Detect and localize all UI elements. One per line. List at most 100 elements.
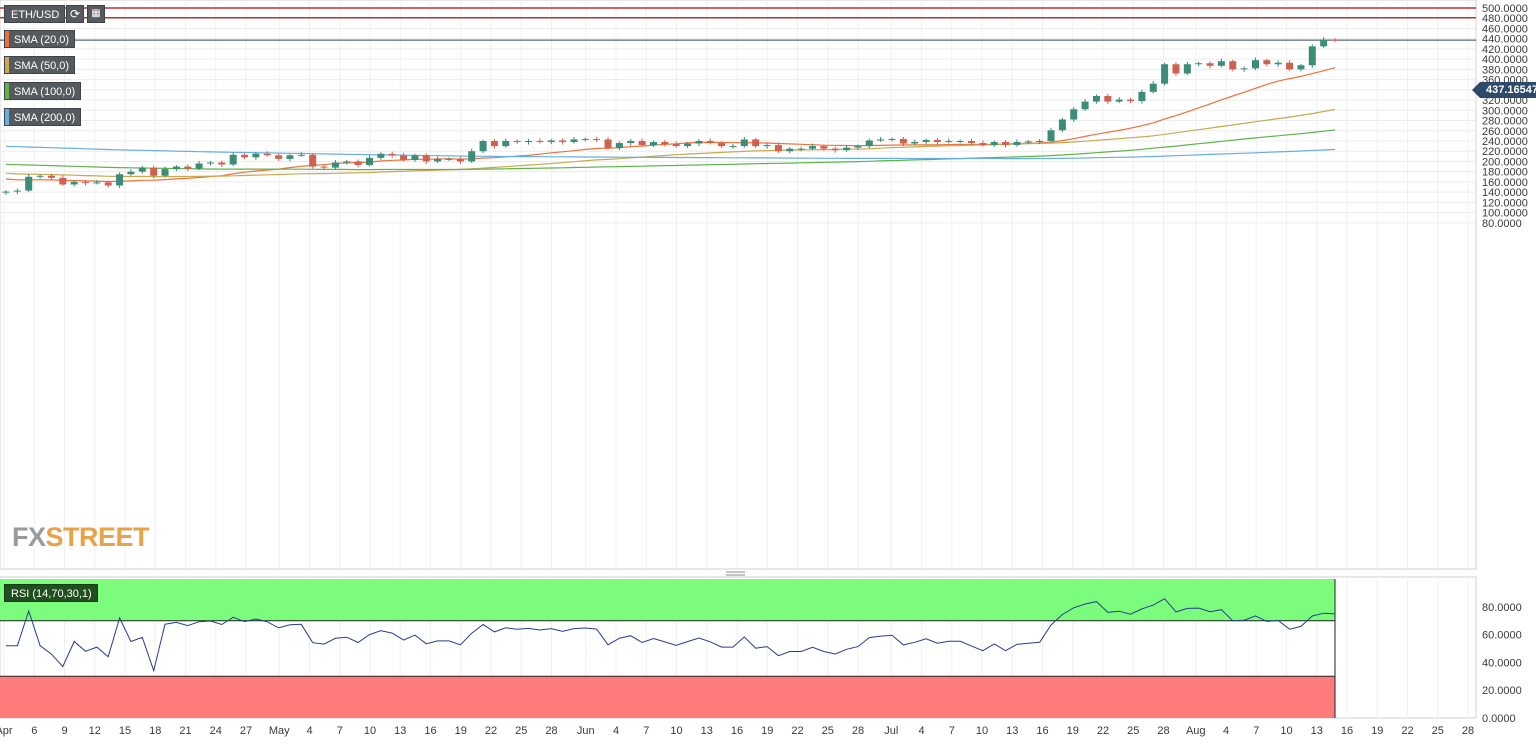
- candle: [513, 139, 521, 145]
- candle: [899, 136, 907, 147]
- candle-body: [206, 162, 214, 164]
- candle-body: [1172, 64, 1180, 74]
- candle-body: [1115, 99, 1123, 102]
- indicator-sma-200[interactable]: SMA (200,0): [4, 108, 82, 126]
- candle-body: [1195, 63, 1203, 65]
- candle-body: [47, 175, 55, 178]
- candle-body: [150, 167, 158, 176]
- candle: [968, 138, 976, 146]
- candle-body: [559, 140, 567, 143]
- candle: [1161, 62, 1169, 86]
- rsi-y-tick-label: 20.0000: [1482, 685, 1522, 697]
- candle-body: [615, 143, 623, 149]
- candle: [1206, 61, 1214, 69]
- candle: [229, 152, 237, 167]
- candle-body: [831, 148, 839, 151]
- candle-body: [1081, 101, 1089, 110]
- x-tick-label: May: [269, 725, 290, 737]
- candle: [1047, 127, 1055, 143]
- candle: [831, 146, 839, 153]
- candle-body: [1024, 141, 1032, 143]
- symbol-badge[interactable]: ETH/USD: [4, 5, 66, 23]
- candle-body: [1070, 109, 1078, 120]
- candle: [808, 143, 816, 151]
- rsi-y-tick-label: 60.0000: [1482, 630, 1522, 642]
- indicator-rsi[interactable]: RSI (14,70,30,1): [4, 584, 98, 602]
- indicator-sma-50[interactable]: SMA (50,0): [4, 56, 76, 74]
- indicator-sma-100[interactable]: SMA (100,0): [4, 82, 82, 100]
- candle: [763, 143, 771, 149]
- candle: [593, 136, 601, 143]
- candle-body: [218, 162, 226, 165]
- candle: [1308, 44, 1316, 68]
- candle-body: [286, 155, 294, 159]
- candle: [286, 153, 294, 162]
- candle: [729, 144, 737, 149]
- candle-body: [263, 153, 271, 156]
- candle-body: [808, 146, 816, 149]
- candle-body: [536, 140, 544, 143]
- candle-body: [1206, 63, 1214, 66]
- candle-body: [93, 182, 101, 184]
- candle: [1263, 58, 1271, 67]
- candle-body: [706, 140, 714, 144]
- candle-body: [411, 155, 419, 160]
- candle-body: [275, 155, 283, 159]
- candle: [525, 138, 533, 145]
- x-tick-label: 22: [485, 725, 497, 737]
- candle-body: [763, 145, 771, 147]
- candle: [820, 144, 828, 151]
- candle-body: [933, 139, 941, 143]
- candle-body: [59, 177, 67, 185]
- candle: [1149, 81, 1157, 94]
- x-tick-label: 9: [61, 725, 67, 737]
- candle-body: [797, 148, 805, 150]
- x-tick-label: 25: [1432, 725, 1444, 737]
- candle: [536, 138, 544, 144]
- y-tick-label: 240.0000: [1482, 136, 1528, 148]
- candle-body: [547, 140, 555, 143]
- candle: [1251, 57, 1259, 70]
- rsi-y-tick-label: 40.0000: [1482, 657, 1522, 669]
- candle: [1297, 63, 1305, 72]
- x-tick-label: 28: [1462, 725, 1474, 737]
- candle: [615, 141, 623, 151]
- candle-body: [377, 153, 385, 158]
- candle-body: [1274, 62, 1282, 65]
- y-tick-label: 320.0000: [1482, 95, 1528, 107]
- candle-body: [172, 166, 180, 170]
- x-tick-label: 21: [179, 725, 191, 737]
- candle-body: [400, 155, 408, 160]
- candle: [979, 140, 987, 147]
- candle-body: [1013, 142, 1021, 146]
- x-tick-label: 19: [1371, 725, 1383, 737]
- candle: [604, 136, 612, 150]
- refresh-icon[interactable]: ⟳: [66, 5, 84, 23]
- candle: [786, 147, 794, 154]
- candle-body: [1183, 64, 1191, 74]
- candle-body: [956, 140, 964, 142]
- y-tick-label: 280.0000: [1482, 116, 1528, 128]
- candle: [718, 141, 726, 149]
- y-tick-label: 200.0000: [1482, 156, 1528, 168]
- calendar-icon[interactable]: ▦: [87, 5, 105, 23]
- candle-body: [1251, 60, 1259, 69]
- sma-200-swatch: [5, 109, 9, 125]
- candle-body: [525, 140, 533, 143]
- sma-lines: [5, 67, 1336, 183]
- candle: [47, 173, 55, 181]
- candle: [706, 138, 714, 145]
- x-tick-label: Apr: [0, 725, 13, 737]
- candle-body: [752, 139, 760, 147]
- x-tick-label: 13: [701, 725, 713, 737]
- x-tick-label: 16: [424, 725, 436, 737]
- y-tick-label: 480.0000: [1482, 13, 1528, 25]
- indicator-sma-20[interactable]: SMA (20,0): [4, 30, 76, 48]
- candle-body: [502, 140, 510, 147]
- candle-body: [297, 154, 305, 156]
- candle: [206, 160, 214, 166]
- fxstreet-logo: FXSTREET: [12, 522, 150, 553]
- candle: [570, 136, 578, 144]
- indicator-label: SMA (200,0): [14, 112, 76, 124]
